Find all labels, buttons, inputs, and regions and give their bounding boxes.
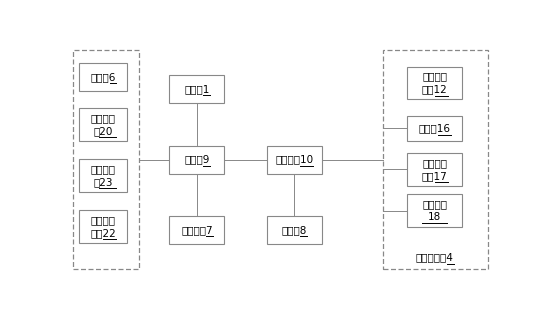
Bar <box>169 75 225 103</box>
Bar <box>169 146 225 173</box>
Text: 电动开闭
装置12: 电动开闭 装置12 <box>422 71 447 94</box>
Bar <box>79 210 128 243</box>
Bar <box>79 159 128 192</box>
Text: 机器人1: 机器人1 <box>184 84 210 94</box>
Bar <box>169 216 225 244</box>
Text: 温度传感
器23: 温度传感 器23 <box>90 164 116 187</box>
Text: 摄像头6: 摄像头6 <box>90 72 116 82</box>
Text: 导航装置7: 导航装置7 <box>181 225 213 235</box>
Bar <box>407 116 462 141</box>
Text: 电动晾衣架4: 电动晾衣架4 <box>416 252 453 262</box>
Bar <box>79 108 128 141</box>
Bar <box>407 66 462 99</box>
Bar <box>407 153 462 186</box>
Bar <box>407 194 462 227</box>
Bar <box>383 50 488 269</box>
Text: 第二连接
装置17: 第二连接 装置17 <box>422 158 447 181</box>
Text: 处理器9: 处理器9 <box>184 155 210 165</box>
Text: 转向器16: 转向器16 <box>419 124 451 133</box>
Bar <box>267 216 322 244</box>
Text: 驱动装置10: 驱动装置10 <box>275 155 313 165</box>
Text: 天气获取
装置22: 天气获取 装置22 <box>90 215 116 238</box>
Text: 竖直杆8: 竖直杆8 <box>281 225 307 235</box>
Text: 锁定装置
18: 锁定装置 18 <box>422 199 447 222</box>
Text: 湿度传感
器20: 湿度传感 器20 <box>90 113 116 136</box>
Bar <box>79 63 128 91</box>
Bar <box>267 146 322 173</box>
Bar <box>73 50 138 269</box>
